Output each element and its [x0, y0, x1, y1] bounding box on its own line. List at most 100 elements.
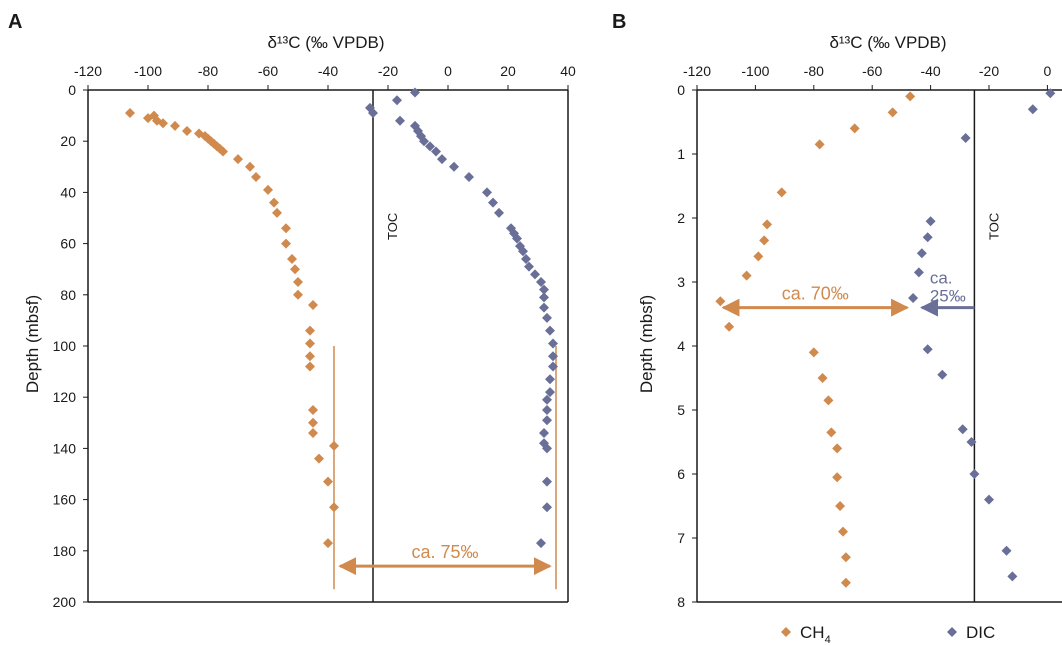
ch4-data-point [835, 501, 846, 511]
dic-data-point [1045, 88, 1056, 99]
dic-data-point [437, 154, 447, 165]
ch4-data-point [808, 347, 819, 358]
ch4-data-point [762, 219, 773, 230]
dic-data-point [512, 233, 522, 244]
ch4-data-point [281, 238, 291, 249]
dic-data-point [937, 369, 948, 380]
panel-b-letter: B [612, 11, 626, 33]
dic-data-point [431, 146, 441, 157]
ch4-data-point [849, 123, 860, 134]
y-tick-label: 40 [60, 184, 76, 200]
dic-data-point [542, 502, 552, 513]
ch4-data-point [741, 270, 752, 281]
x-tick-label: -120 [683, 63, 711, 79]
dic-data-point [539, 428, 549, 439]
ch4-data-point [143, 113, 153, 124]
legend-label-ch4: CH4 [800, 623, 831, 646]
dic-data-point [922, 232, 933, 243]
dic-data-point [488, 197, 498, 208]
panel-a-data-points [125, 87, 558, 549]
dic-data-point [545, 325, 555, 336]
ch4-data-point [293, 289, 303, 300]
panel-b-x-axis-title: δ¹³C (‰ VPDB) [829, 33, 946, 52]
ch4-data-point [290, 264, 300, 275]
toc-reference-label: TOC [385, 213, 400, 240]
dic-data-point [536, 277, 546, 287]
y-tick-label: 180 [53, 543, 77, 559]
ch4-data-point [823, 395, 834, 406]
panel-a-letter: A [8, 11, 22, 33]
legend-marker-ch4 [781, 627, 791, 637]
x-tick-label: -80 [804, 63, 824, 79]
ch4-data-point [308, 428, 318, 439]
y-tick-label: 7 [677, 530, 685, 546]
panel-b-data-points [715, 88, 1056, 588]
panel-a-x-axis-title: δ¹³C (‰ VPDB) [267, 33, 384, 52]
ch4-data-point [817, 373, 828, 383]
y-tick-label: 60 [60, 236, 76, 252]
dic-data-point [368, 108, 378, 119]
dic-data-point [545, 374, 555, 385]
dic-data-point [548, 338, 558, 349]
y-tick-label: 0 [68, 82, 76, 98]
dic-data-point [548, 351, 558, 362]
y-tick-label: 6 [677, 466, 685, 482]
ch4-data-point [776, 187, 787, 198]
y-tick-label: 2 [677, 210, 685, 226]
ch4-data-point [305, 361, 315, 372]
ch4-data-point [125, 108, 135, 119]
legend-subscript: 4 [825, 634, 831, 646]
dic-data-point [524, 261, 534, 272]
panel-b: B δ¹³C (‰ VPDB) Depth (mbsf) -120 -100 -80… [612, 11, 1062, 646]
dic-data-point [966, 437, 977, 447]
dic-data-point [539, 284, 549, 295]
legend-marker-dic [947, 627, 957, 637]
ch4-data-point [305, 338, 315, 349]
panel-a-toc-reference: TOC [372, 90, 400, 602]
dic-data-point [392, 95, 402, 106]
y-tick-label: 160 [53, 492, 77, 508]
y-tick-label: 1 [677, 146, 685, 162]
x-tick-label: -40 [920, 63, 940, 79]
ch4-data-point [840, 552, 851, 563]
ch4-data-point [840, 577, 851, 588]
panel-a-axes-frame [87, 89, 569, 603]
dic-data-point [539, 302, 549, 313]
ch4-data-point [218, 146, 228, 157]
dic-data-point [518, 246, 528, 257]
ch4-data-point [329, 440, 339, 451]
ch4-data-point [724, 321, 735, 332]
y-tick-label: 200 [53, 594, 77, 610]
ch4-data-point [305, 325, 315, 336]
ch4-data-point [245, 161, 255, 172]
ch4-data-point [308, 405, 318, 415]
x-tick-label: 0 [444, 63, 452, 79]
ch4-data-point [832, 472, 843, 483]
x-tick-label: -80 [198, 63, 218, 79]
ch4-data-point [287, 253, 297, 264]
panel-a-annotations: ca. 75‰ [338, 542, 552, 576]
ch4-data-point [887, 107, 898, 118]
panel-b-y-axis-title: Depth (mbsf) [637, 295, 656, 393]
dic-data-point [545, 387, 555, 398]
x-tick-label: 20 [500, 63, 516, 79]
dic-data-point [536, 538, 546, 549]
dic-data-point [464, 172, 474, 183]
ch4-data-point [323, 538, 333, 549]
dic-data-point [530, 269, 540, 280]
dic-data-point [913, 267, 924, 278]
x-tick-label: -60 [862, 63, 882, 79]
dic-data-point [916, 248, 927, 259]
annotation-label: ca. 70‰ [782, 284, 849, 304]
dic-data-point [922, 344, 933, 355]
y-tick-label: 5 [677, 402, 685, 418]
y-tick-label: 4 [677, 338, 685, 354]
toc-reference-label: TOC [986, 213, 1001, 240]
ch4-data-point [308, 417, 318, 428]
panel-b-annotations: ca. 70‰ ca.25‰ [721, 269, 975, 317]
x-tick-label: -100 [741, 63, 769, 79]
dic-data-point [449, 161, 459, 172]
dic-data-point [542, 443, 552, 454]
y-tick-label: 8 [677, 594, 685, 610]
x-tick-label: -40 [318, 63, 338, 79]
